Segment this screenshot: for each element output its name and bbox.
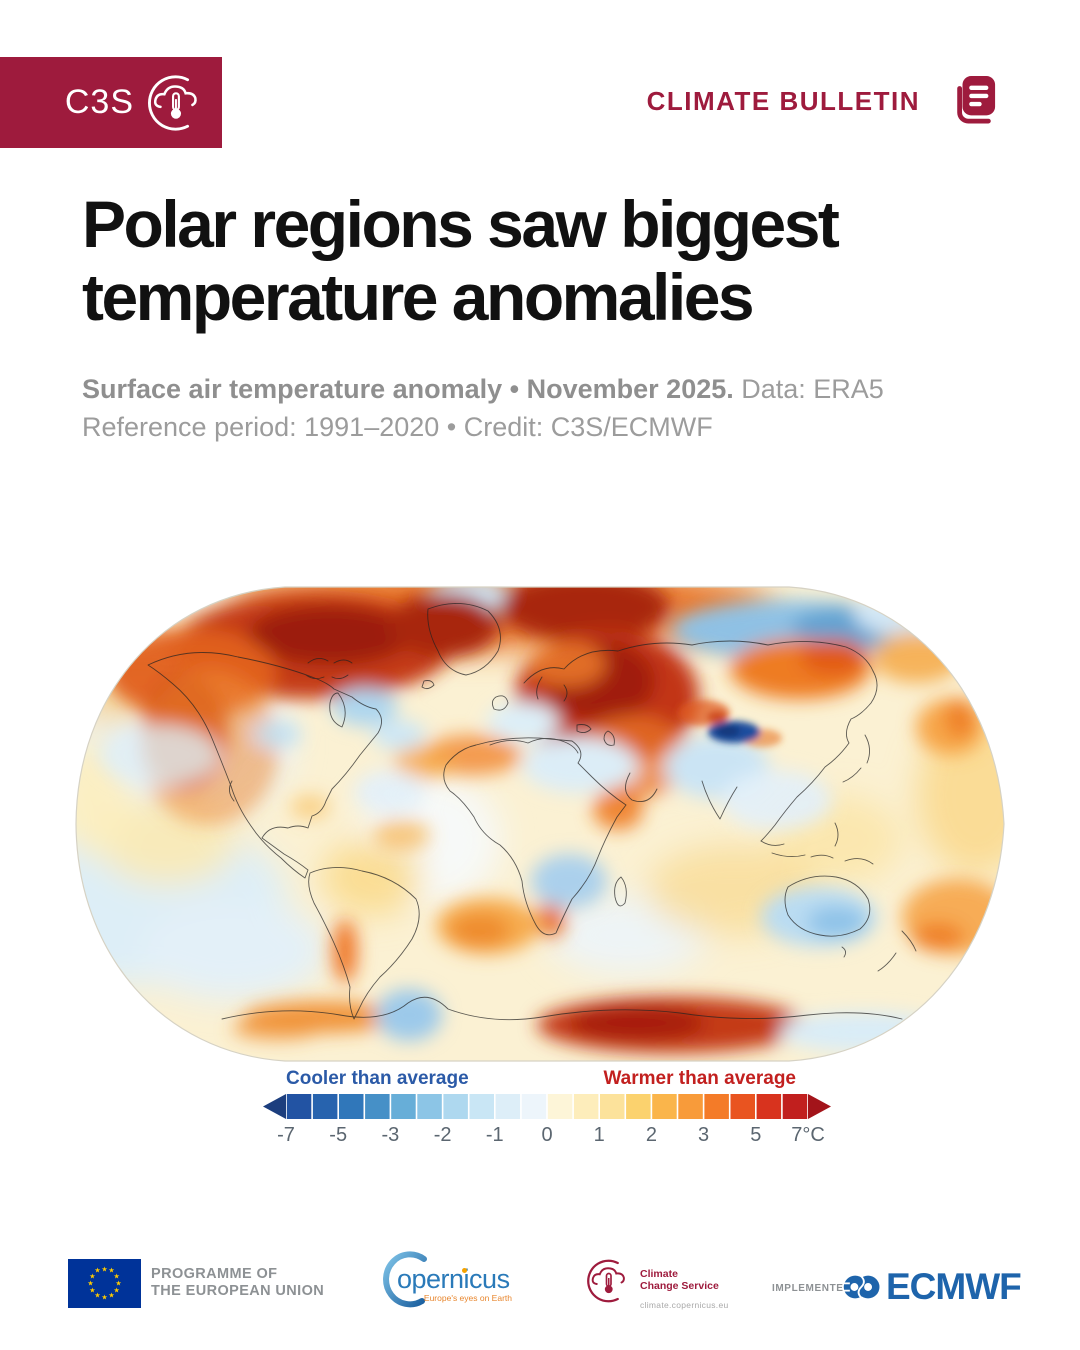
legend-colorbar: [263, 1094, 831, 1119]
legend-segment: [704, 1094, 729, 1119]
c3s-cloud-thermometer-icon: [148, 74, 197, 131]
legend-right-arrow: [808, 1094, 831, 1119]
legend-segment: [626, 1094, 651, 1119]
legend-tick: -7: [277, 1124, 295, 1146]
bulletin-document-icon: [951, 74, 997, 131]
legend-tick-row: -7 -5 -3 -2 -1 0 1 2 3 5 7°C: [262, 1124, 832, 1150]
copernicus-c-arc-icon: [383, 1251, 427, 1308]
colorbar-legend: Cooler than average Warmer than average …: [262, 1068, 832, 1150]
legend-segment: [391, 1094, 416, 1119]
legend-left-arrow: [263, 1094, 286, 1119]
subtitle: Surface air temperature anomaly • Novemb…: [82, 370, 884, 446]
coastlines: [147, 603, 917, 1021]
legend-segment: [600, 1094, 625, 1119]
legend-segment: [443, 1094, 468, 1119]
legend-segment: [521, 1094, 547, 1119]
ecmwf-logo: ECMWF: [843, 1266, 1022, 1308]
eu-star: ★: [94, 1267, 101, 1275]
ecmwf-emblem-icon: [843, 1275, 880, 1299]
subtitle-line2: Reference period: 1991–2020 • Credit: C3…: [82, 412, 713, 442]
eu-flag: ★ ★ ★ ★ ★ ★ ★ ★ ★ ★ ★ ★: [68, 1259, 141, 1308]
legend-tick: 2: [645, 1124, 657, 1146]
title-line1: Polar regions saw biggest: [82, 187, 840, 261]
eu-star: ★: [94, 1292, 101, 1300]
eu-star: ★: [89, 1287, 96, 1294]
eu-programme-label: PROGRAMME OF THE EUROPEAN UNION: [151, 1266, 325, 1299]
legend-segment: [469, 1094, 494, 1119]
eu-star: ★: [108, 1267, 115, 1275]
copernicus-wordmark: opernicus: [397, 1264, 510, 1294]
bulletin-label: CLIMATE BULLETIN: [646, 86, 920, 116]
legend-segment: [339, 1094, 364, 1119]
legend-segment: [730, 1094, 755, 1119]
legend-segment: [756, 1094, 782, 1119]
subtitle-data-source: Data: ERA5: [733, 374, 884, 404]
eu-star: ★: [101, 1266, 108, 1273]
legend-segment: [782, 1094, 808, 1119]
eu-star: ★: [113, 1287, 120, 1294]
legend-segment: [495, 1094, 521, 1119]
copernicus-logo: opernicus Europe's eyes on Earth: [378, 1251, 512, 1311]
legend-segment: [417, 1094, 442, 1119]
implemented-by-label: IMPLEMENTED BY: [772, 1283, 870, 1294]
legend-warm-label: Warmer than average: [603, 1068, 796, 1089]
legend-segment: [678, 1094, 703, 1119]
title-line2: temperature anomalies: [82, 260, 755, 334]
legend-segment: [547, 1094, 573, 1119]
eu-star: ★: [115, 1280, 122, 1287]
climate-change-service-logo: Climate Change Service climate.copernicu…: [584, 1256, 729, 1310]
eu-star: ★: [113, 1273, 120, 1280]
legend-segment: [365, 1094, 390, 1119]
legend-cool-label: Cooler than average: [286, 1068, 469, 1089]
legend-segment: [652, 1094, 677, 1119]
page-title: Polar regions saw biggest temperature an…: [82, 187, 840, 334]
map-outline: [75, 586, 1005, 1062]
ccs-cloud-thermometer-icon: [587, 1259, 625, 1303]
eu-star: ★: [108, 1292, 115, 1300]
legend-tick: 3: [698, 1124, 710, 1146]
legend-segment: [312, 1094, 338, 1119]
ccs-url: climate.copernicus.eu: [640, 1300, 729, 1310]
legend-tick: 0: [541, 1124, 553, 1146]
map-anomaly-blobs: [99, 587, 1004, 1053]
eu-star: ★: [87, 1280, 94, 1287]
copernicus-tagline: Europe's eyes on Earth: [423, 1293, 512, 1303]
legend-tick: -5: [329, 1124, 348, 1146]
eu-star: ★: [101, 1294, 108, 1301]
legend-tick: 1: [593, 1124, 605, 1146]
c3s-banner: C3S: [0, 57, 222, 148]
c3s-logo-text: C3S: [64, 83, 134, 121]
ecmwf-wordmark: ECMWF: [886, 1266, 1022, 1307]
map-local-extremes: [678, 700, 782, 747]
world-anomaly-map: [72, 585, 1008, 1063]
ccs-name-line2: Change Service: [640, 1280, 719, 1292]
legend-tick: -2: [433, 1124, 452, 1146]
legend-tick: -3: [381, 1124, 400, 1146]
eu-star: ★: [89, 1273, 96, 1280]
legend-tick: 7°C: [791, 1124, 825, 1146]
ccs-name-line1: Climate: [640, 1268, 678, 1280]
legend-segment: [286, 1094, 312, 1119]
legend-tick: -1: [485, 1124, 504, 1146]
copernicus-i-dot: [462, 1268, 467, 1273]
subtitle-bold: Surface air temperature anomaly • Novemb…: [82, 374, 734, 404]
legend-tick: 5: [750, 1124, 762, 1146]
legend-segment: [573, 1094, 599, 1119]
